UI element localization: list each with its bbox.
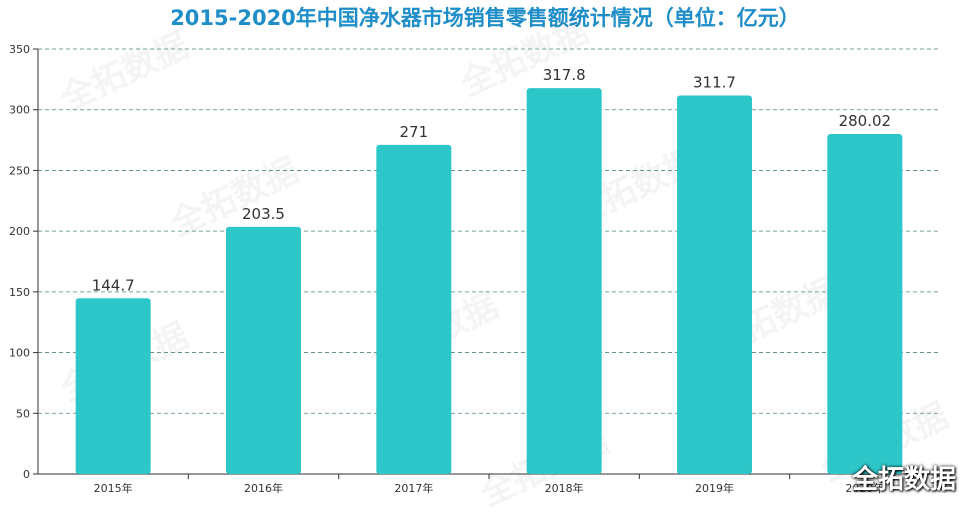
y-tick-label: 0 <box>23 468 30 481</box>
bar <box>526 88 602 474</box>
data-label: 144.7 <box>92 276 135 294</box>
bar <box>75 298 151 474</box>
chart-title: 2015-2020年中国净水器市场销售零售额统计情况（单位：亿元） <box>170 6 800 30</box>
data-label: 280.02 <box>839 112 892 130</box>
y-tick-label: 50 <box>16 407 30 420</box>
bar <box>376 144 452 474</box>
data-label: 271 <box>400 123 429 141</box>
y-tick-label: 150 <box>9 286 30 299</box>
x-tick-label: 2020年 <box>845 481 884 495</box>
brand-logo: 全拓数据 <box>851 465 956 495</box>
data-label: 311.7 <box>693 74 736 92</box>
y-tick-label: 300 <box>9 104 30 117</box>
y-tick-label: 100 <box>9 347 30 360</box>
data-label: 203.5 <box>242 205 285 223</box>
bar <box>226 226 301 474</box>
bar <box>677 95 752 474</box>
x-tick-label: 2017年 <box>394 481 433 495</box>
bar <box>827 133 903 474</box>
x-tick-label: 2016年 <box>244 481 283 495</box>
x-tick-label: 2018年 <box>545 481 584 495</box>
x-tick-label: 2015年 <box>94 481 133 495</box>
y-tick-label: 200 <box>9 225 30 238</box>
x-tick-label: 2019年 <box>695 481 734 495</box>
y-tick-label: 350 <box>9 43 30 56</box>
y-tick-label: 250 <box>9 164 30 177</box>
data-label: 317.8 <box>543 66 586 84</box>
